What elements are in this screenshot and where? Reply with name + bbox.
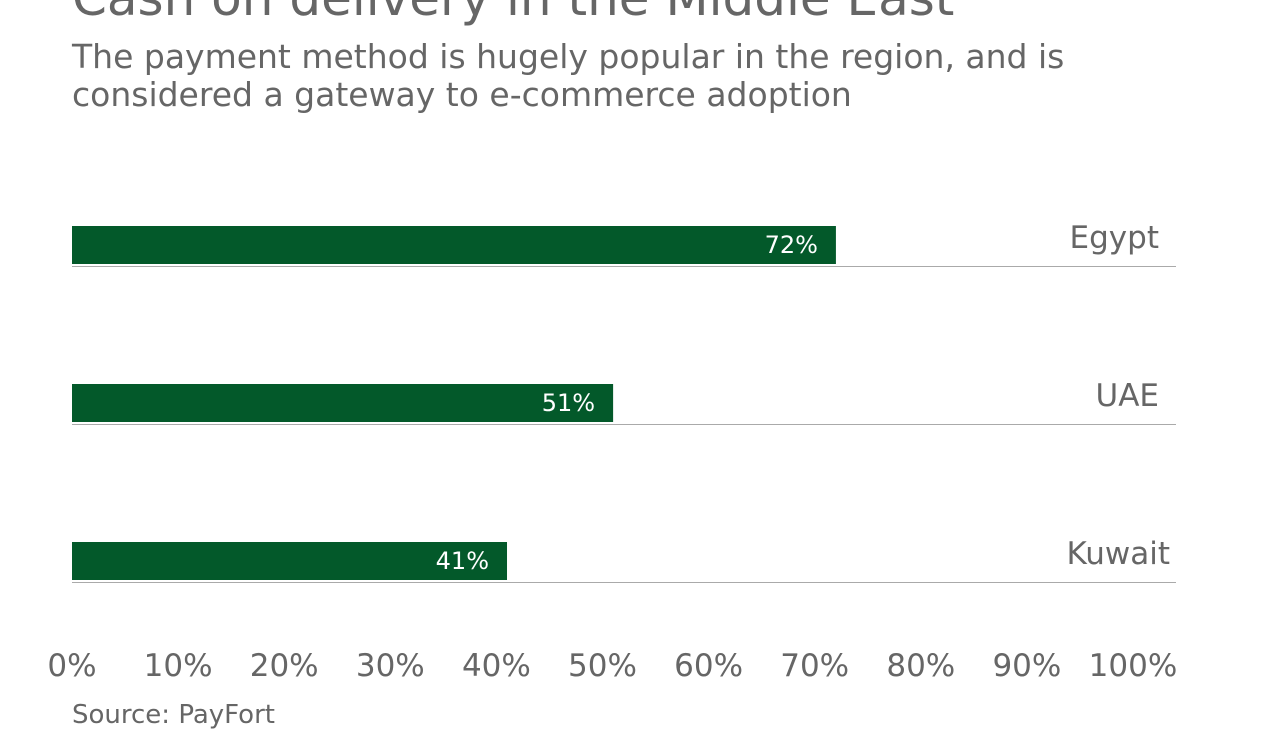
x-tick-label: 30% <box>356 648 425 684</box>
bar-value-label: 51% <box>542 389 595 417</box>
x-tick-label: 70% <box>780 648 849 684</box>
x-tick-label: 20% <box>250 648 319 684</box>
source-note: Source: PayFort <box>72 700 275 730</box>
x-tick-label: 90% <box>992 648 1061 684</box>
bar-egypt <box>72 226 836 264</box>
x-tick-label: 40% <box>462 648 531 684</box>
x-tick-label: 10% <box>144 648 213 684</box>
bar-value-label: 72% <box>765 231 818 259</box>
category-label: Egypt <box>1070 220 1159 256</box>
bar-value-label: 41% <box>436 547 489 575</box>
bar-uae <box>72 384 614 422</box>
x-tick-label: 0% <box>47 648 96 684</box>
chart-title: Cash on delivery in the Middle East <box>72 0 954 28</box>
category-label: Kuwait <box>1066 536 1170 572</box>
x-tick-label: 60% <box>674 648 743 684</box>
x-tick-label: 100% <box>1089 648 1178 684</box>
x-tick-label: 80% <box>886 648 955 684</box>
x-tick-label: 50% <box>568 648 637 684</box>
bar-kuwait <box>72 542 508 580</box>
category-label: UAE <box>1096 378 1159 414</box>
chart-subtitle: The payment method is hugely popular in … <box>72 37 1065 114</box>
